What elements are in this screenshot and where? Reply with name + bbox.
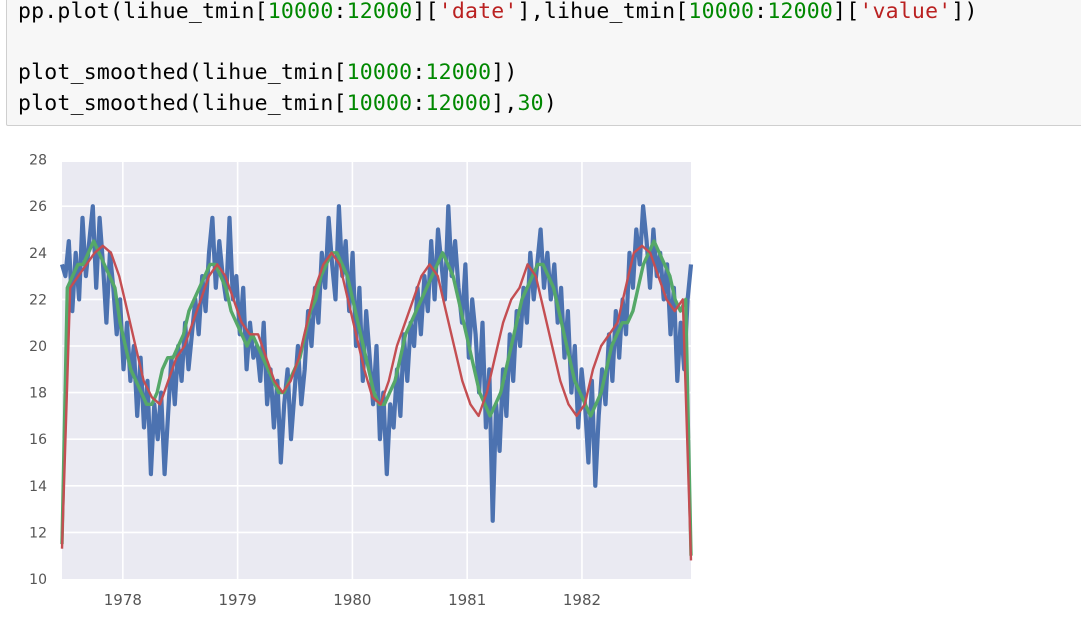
series-line-smoothed-30 (60, 244, 693, 561)
x-tick-label: 1980 (333, 591, 371, 609)
code-token: plot_smoothed(lihue_tmin[ (18, 91, 347, 116)
y-tick-label: 28 (29, 153, 47, 169)
y-tick-label: 18 (29, 386, 47, 402)
code-token: pp.plot(lihue_tmin[ (18, 0, 268, 24)
x-tick-label: 1979 (219, 591, 257, 609)
code-token: : (412, 60, 426, 85)
code-token: 12000 (425, 91, 492, 116)
code-token: 30 (517, 91, 544, 116)
code-line: plot_smoothed(lihue_tmin[10000:12000],30… (18, 91, 557, 116)
code-token: ],lihue_tmin[ (517, 0, 689, 24)
code-token: : (754, 0, 768, 24)
x-tick-label: 1978 (104, 591, 142, 609)
code-token: ][ (412, 0, 439, 24)
code-token: 12000 (425, 60, 492, 85)
y-tick-label: 20 (29, 339, 47, 355)
y-tick-label: 16 (29, 432, 47, 448)
series-layer (59, 204, 694, 561)
code-token: ]) (491, 60, 518, 85)
code-token: 'value' (859, 0, 952, 24)
code-token: ], (491, 91, 518, 116)
code-token: 10000 (688, 0, 755, 24)
code-token: 12000 (767, 0, 834, 24)
line-chart: 10 12 14 16 18 20 22 24 26 28 1978 1979 1980 1981 198… (29, 153, 694, 609)
cell-output: 10 12 14 16 18 20 22 24 26 28 1978 1979 1980 1981 198… (0, 140, 700, 625)
series-line-raw (59, 204, 694, 523)
code-cell[interactable]: pp.plot(lihue_tmin[10000:12000]['date'],… (6, 0, 1081, 126)
y-axis-ticks: 10 12 14 16 18 20 22 24 26 28 (29, 153, 47, 588)
y-tick-label: 14 (29, 479, 47, 495)
code-token: 10000 (346, 91, 413, 116)
y-tick-label: 10 (29, 572, 47, 588)
y-tick-label: 12 (29, 525, 47, 541)
code-token: ]) (951, 0, 978, 24)
y-tick-label: 24 (29, 246, 47, 262)
code-line: pp.plot(lihue_tmin[10000:12000]['date'],… (18, 0, 978, 24)
code-token: : (412, 91, 426, 116)
y-tick-label: 26 (29, 199, 47, 215)
code-token: 12000 (346, 0, 413, 24)
code-token: ) (543, 91, 557, 116)
code-token: 10000 (267, 0, 334, 24)
code-token: 'date' (438, 0, 518, 24)
code-token: 10000 (346, 60, 413, 85)
series-line-smoothed (60, 239, 693, 556)
x-tick-label: 1982 (563, 591, 601, 609)
x-tick-label: 1981 (448, 591, 486, 609)
code-line: plot_smoothed(lihue_tmin[10000:12000]) (18, 60, 518, 85)
x-axis-ticks: 1978 1979 1980 1981 1982 (104, 591, 601, 609)
y-tick-label: 22 (29, 292, 47, 308)
code-token: ][ (833, 0, 860, 24)
code-token: : (333, 0, 347, 24)
code-token: plot_smoothed(lihue_tmin[ (18, 60, 347, 85)
